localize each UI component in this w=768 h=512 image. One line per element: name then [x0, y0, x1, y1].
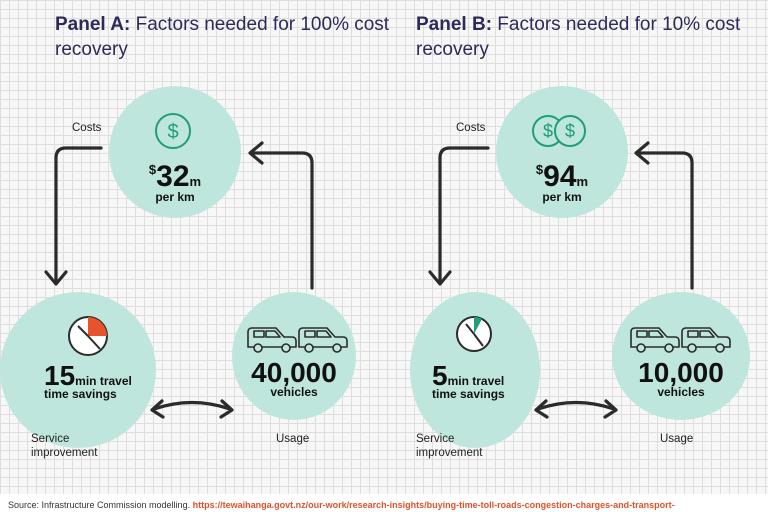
- arrowhead-left-b: [634, 141, 650, 165]
- arrowhead-double-left-a: [150, 399, 165, 419]
- arrow-double-b: [536, 400, 616, 411]
- cost-currency-a: $: [148, 162, 157, 177]
- time-unit-a: min travel: [75, 374, 132, 388]
- clock-icon-b: [456, 316, 492, 352]
- usage-label-a: Usage: [276, 433, 310, 445]
- source-prefix: Source: Infrastructure Commission modell…: [8, 500, 193, 510]
- cost-per-b: per km: [542, 190, 582, 204]
- cost-value-b: $94m per km: [516, 160, 608, 204]
- panel-b-graphics: $ $: [428, 115, 731, 419]
- time-desc-a: time savings: [44, 387, 117, 401]
- vehicles-label-b: vehicles: [657, 385, 705, 399]
- time-number-b: 5: [432, 360, 448, 391]
- time-number-a: 15: [44, 360, 76, 391]
- vehicles-label-a: vehicles: [270, 385, 318, 399]
- arrow-cost-to-service-b: [438, 146, 490, 284]
- time-unit-b: min travel: [447, 374, 505, 388]
- arrowhead-down-a: [44, 270, 68, 286]
- usage-circle-a: [232, 292, 356, 420]
- double-dollar-icon: $ $: [532, 115, 586, 147]
- usage-label-b: Usage: [660, 433, 694, 445]
- arrows-b: [428, 141, 694, 419]
- svg-text:$: $: [167, 121, 178, 143]
- time-desc-b: time savings: [432, 387, 505, 401]
- cost-circle-a: [109, 86, 241, 218]
- service-label-b: Service improvement: [416, 432, 482, 460]
- cost-number-b: 94: [543, 160, 577, 193]
- vehicles-value-b: 10,000 vehicles: [622, 357, 740, 399]
- vehicles-number-b: 10,000: [638, 357, 724, 388]
- panel-a-graphics: $: [44, 113, 348, 419]
- service-label-a-line2: improvement: [31, 447, 98, 459]
- vehicles-icon-b: [630, 327, 731, 353]
- arrow-usage-to-cost-b: [636, 151, 694, 290]
- arrowhead-left-a: [248, 141, 264, 165]
- service-label-b-line1: Service: [416, 433, 455, 445]
- vehicles-icon: [247, 327, 348, 353]
- arrow-usage-to-cost-a: [250, 151, 314, 290]
- dollar-icon: $: [155, 113, 191, 149]
- panel-a-title-text: Factors needed for 100% cost recovery: [55, 14, 390, 60]
- usage-circle-b: [612, 292, 750, 420]
- cost-value-a: $32m per km: [129, 160, 221, 204]
- cost-circle-b: [496, 86, 628, 218]
- arrowhead-double-left-b: [534, 399, 549, 419]
- service-label-b-line2: improvement: [416, 447, 483, 459]
- svg-text:$: $: [543, 121, 553, 141]
- time-value-a: 15min travel time savings: [44, 360, 164, 401]
- service-label-a-line1: Service: [31, 433, 70, 445]
- vehicles-value-a: 40,000 vehicles: [236, 357, 352, 399]
- arrowhead-down-b: [428, 270, 452, 286]
- service-circle-a: [0, 292, 156, 448]
- source-note: Source: Infrastructure Commission modell…: [8, 500, 768, 510]
- cost-currency-b: $: [535, 162, 544, 177]
- cost-number-a: 32: [156, 160, 190, 193]
- arrows-a: [44, 141, 314, 419]
- arrowhead-double-right-a: [219, 399, 234, 419]
- panel-b-title-bold: Panel B:: [416, 14, 493, 35]
- arrowhead-double-right-b: [603, 399, 618, 419]
- cost-per-a: per km: [155, 190, 195, 204]
- source-link[interactable]: https://tewaihanga.govt.nz/our-work/rese…: [192, 500, 675, 510]
- clock-icon: [68, 316, 108, 356]
- costs-label-a: Costs: [72, 122, 102, 134]
- panel-a-title: Panel A: Factors needed for 100% cost re…: [55, 12, 395, 62]
- cost-unit-b: m: [576, 174, 589, 189]
- panel-b-title: Panel B: Factors needed for 10% cost rec…: [416, 12, 756, 62]
- vehicles-number-a: 40,000: [251, 357, 337, 388]
- panel-b-title-text: Factors needed for 10% cost recovery: [416, 14, 741, 60]
- panel-a-title-bold: Panel A:: [55, 14, 131, 35]
- svg-text:$: $: [565, 121, 575, 141]
- arrow-double-a: [152, 400, 232, 411]
- arrow-cost-to-service-a: [54, 146, 103, 284]
- costs-label-b: Costs: [456, 122, 486, 134]
- time-value-b: 5min travel time savings: [432, 360, 542, 401]
- cost-unit-a: m: [189, 174, 202, 189]
- service-label-a: Service improvement: [31, 432, 97, 460]
